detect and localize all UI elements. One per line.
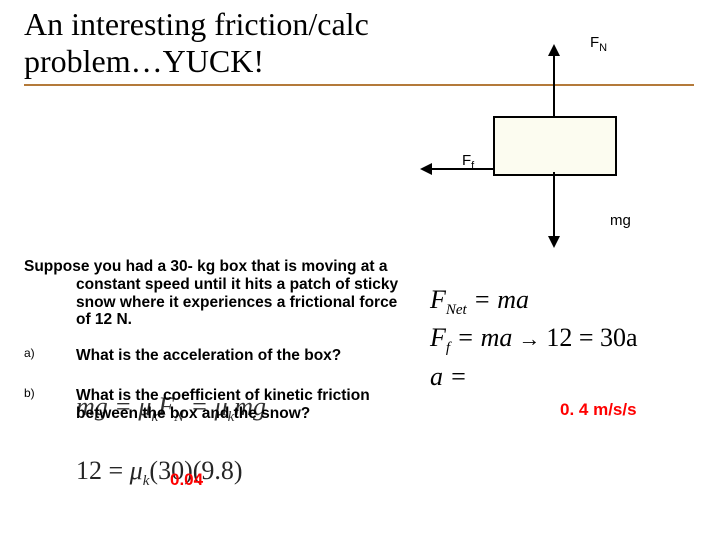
ovb-lhs: 12 = <box>76 456 130 485</box>
eq1-sub: Net <box>446 302 467 318</box>
question-a-marker: a) <box>24 347 76 365</box>
mg-arrow-shaft <box>553 172 555 236</box>
ovb-mu: μ <box>130 456 143 485</box>
answer-b: 0.04 <box>170 470 203 490</box>
fn-label-sub: N <box>599 42 607 54</box>
ovb-sub: k <box>143 473 150 489</box>
eq1-F: F <box>430 285 446 314</box>
problem-text: Suppose you had a 30- kg box that is mov… <box>24 258 404 329</box>
answer-a: 0. 4 m/s/s <box>560 400 637 420</box>
eq-overlay-b: 12 = μk(30)(9.8) <box>76 456 243 490</box>
fn-label-text: F <box>590 34 599 51</box>
question-b-marker: b) <box>24 387 76 423</box>
fbd-box <box>493 116 617 176</box>
eq2-mid: = ma <box>450 323 512 352</box>
ff-label-sub: f <box>471 160 474 172</box>
eq2-arrow: → <box>512 326 546 351</box>
question-a-text: What is the acceleration of the box? <box>76 347 404 365</box>
ff-label: Ff <box>462 152 474 172</box>
fn-arrow-head <box>548 44 560 56</box>
mg-label: mg <box>610 212 631 229</box>
fn-arrow-shaft <box>553 54 555 116</box>
eq-line3: a = <box>430 359 638 394</box>
ff-arrow-head <box>420 163 432 175</box>
title-line1: An interesting friction/calc <box>24 6 369 42</box>
eq1-rest: = ma <box>467 285 529 314</box>
eq2-rhs: 12 = 30a <box>546 323 637 352</box>
ff-label-text: F <box>462 152 471 169</box>
question-b-row: b) What is the coefficient of kinetic fr… <box>24 387 404 423</box>
eq-line1: FNet = ma <box>430 282 638 320</box>
title-line2: problem…YUCK! <box>24 43 264 79</box>
equations-block: FNet = ma Ff = ma→12 = 30a a = <box>430 282 638 394</box>
question-a-row: a) What is the acceleration of the box? <box>24 347 404 365</box>
body-text: Suppose you had a 30- kg box that is mov… <box>24 258 404 445</box>
eq2-F: F <box>430 323 446 352</box>
slide: An interesting friction/calc problem…YUC… <box>0 0 720 540</box>
mg-arrow-head <box>548 236 560 248</box>
problem-statement: Suppose you had a 30- kg box that is mov… <box>24 258 404 329</box>
question-b-text: What is the coefficient of kinetic frict… <box>76 387 404 423</box>
fn-label: FN <box>590 34 607 54</box>
eq-line2: Ff = ma→12 = 30a <box>430 320 638 358</box>
